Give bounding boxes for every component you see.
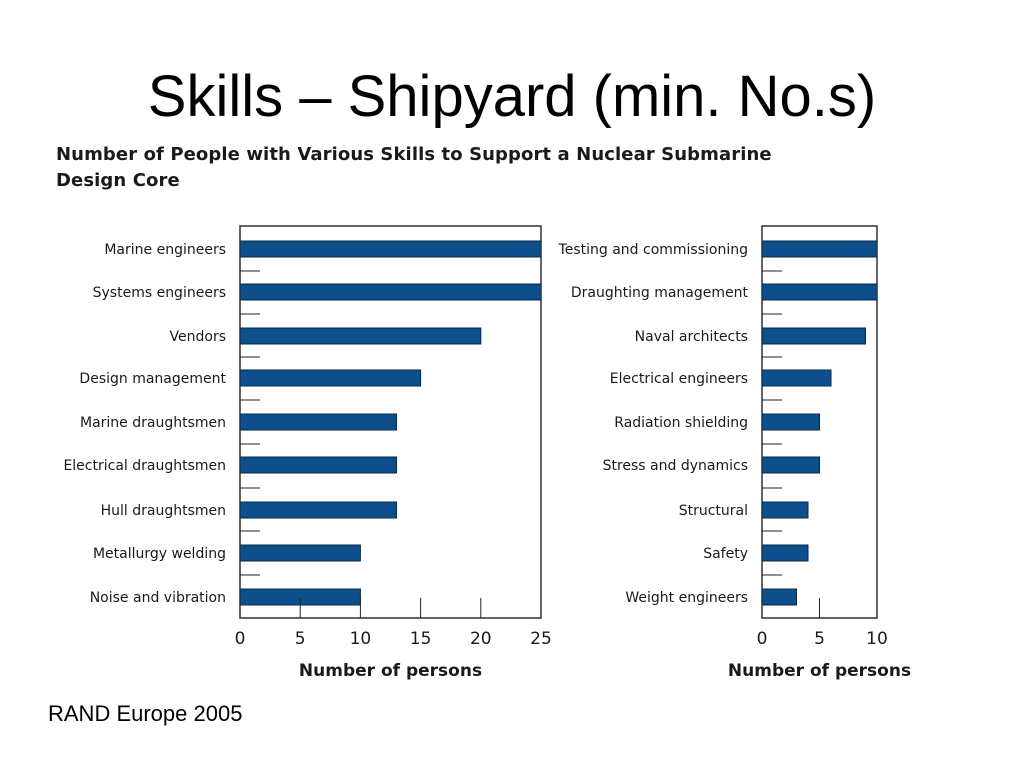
- chart-2-bar: [761, 456, 820, 474]
- chart-1-category-label: Marine engineers: [104, 242, 226, 258]
- chart-2-x-axis-label: Number of persons: [728, 661, 911, 681]
- chart-2-category-label: Draughting management: [571, 285, 749, 301]
- source-credit: RAND Europe 2005: [48, 701, 243, 726]
- chart-1-category-label: Metallurgy welding: [93, 546, 226, 562]
- chart-2-category-label: Structural: [679, 503, 748, 519]
- chart-2-x-tick-label: 5: [814, 629, 825, 649]
- chart-1-bar: [239, 369, 422, 387]
- chart-1-category-label: Vendors: [170, 329, 226, 345]
- chart-2-category-label: Testing and commissioning: [558, 242, 748, 258]
- chart-1-x-axis-label: Number of persons: [299, 661, 482, 681]
- chart-2-bar: [761, 588, 797, 606]
- chart-2-category-label: Radiation shielding: [614, 415, 748, 431]
- chart-1-x-tick-label: 15: [410, 629, 432, 649]
- chart-1-bar: [239, 501, 398, 519]
- chart-2-bar: [761, 501, 809, 519]
- figure-title: Number of People with Various Skills to …: [56, 142, 876, 194]
- chart-1-x-tick-label: 25: [530, 629, 552, 649]
- chart-1-x-tick-label: 20: [470, 629, 492, 649]
- chart-1-category-label: Noise and vibration: [90, 590, 226, 606]
- chart-2-bar: [761, 327, 866, 345]
- chart-2-category-label: Naval architects: [635, 329, 748, 345]
- chart-1-bar: [239, 327, 482, 345]
- chart-1-bar: [239, 283, 542, 301]
- chart-1-bar: [239, 240, 542, 258]
- chart-2-category-label: Stress and dynamics: [603, 458, 748, 474]
- chart-2-category-label: Weight engineers: [625, 590, 748, 606]
- figure-title-line-2: Design Core: [56, 170, 180, 191]
- slide-title: Skills – Shipyard (min. No.s): [147, 64, 877, 129]
- chart-2-x-tick-label: 0: [757, 629, 768, 649]
- chart-1-category-label: Systems engineers: [93, 285, 226, 301]
- figure-title-line-1: Number of People with Various Skills to …: [56, 144, 772, 165]
- chart-1-bar: [239, 456, 398, 474]
- chart-1-category-label: Design management: [79, 371, 226, 387]
- chart-2-bar: [761, 544, 809, 562]
- chart-2-category-label: Electrical engineers: [610, 371, 748, 387]
- chart-2-bar: [761, 413, 820, 431]
- chart-1-category-label: Electrical draughtsmen: [63, 458, 226, 474]
- chart-1-x-tick-label: 10: [350, 629, 372, 649]
- chart-1-bar: [239, 544, 361, 562]
- chart-1-bar: [239, 413, 398, 431]
- chart-2-category-label: Safety: [703, 546, 748, 562]
- chart-2-bar: [761, 283, 878, 301]
- chart-2-bar: [761, 240, 878, 258]
- chart-1-x-tick-label: 5: [295, 629, 306, 649]
- chart-2-bar: [761, 369, 832, 387]
- chart-1-x-tick-label: 0: [235, 629, 246, 649]
- chart-1-category-label: Marine draughtsmen: [80, 415, 226, 431]
- chart-1-category-label: Hull draughtsmen: [101, 503, 226, 519]
- chart-2-x-tick-label: 10: [866, 629, 888, 649]
